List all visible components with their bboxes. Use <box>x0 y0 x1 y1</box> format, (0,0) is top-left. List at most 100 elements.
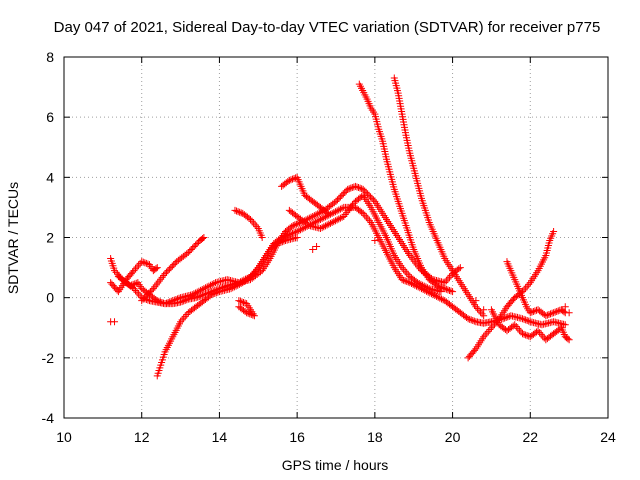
data-point <box>234 208 242 216</box>
data-point <box>404 271 412 279</box>
data-point <box>293 234 301 241</box>
data-point <box>561 303 569 311</box>
data-point <box>232 282 240 290</box>
data-point <box>444 275 452 283</box>
data-point <box>364 215 372 223</box>
data-point <box>305 214 313 222</box>
data-point <box>167 264 175 272</box>
data-point <box>449 288 457 296</box>
data-point <box>177 318 185 326</box>
data-point <box>467 316 475 324</box>
data-point <box>523 317 531 325</box>
data-point <box>523 282 531 290</box>
data-point <box>359 185 367 193</box>
data-point <box>427 290 435 298</box>
data-point <box>161 270 169 278</box>
data-point <box>432 292 440 300</box>
data-point <box>141 294 149 302</box>
y-tick-label: 2 <box>46 230 54 246</box>
data-point <box>463 314 471 322</box>
x-tick-label: 20 <box>445 429 461 445</box>
data-point <box>205 282 213 290</box>
data-point <box>351 182 359 190</box>
data-point <box>323 221 331 229</box>
data-point <box>419 281 427 289</box>
data-point <box>200 285 208 293</box>
data-point <box>162 268 170 276</box>
data-point <box>331 217 339 225</box>
data-point <box>424 284 432 292</box>
data-point <box>403 269 411 277</box>
data-point <box>484 327 492 335</box>
data-point <box>433 282 441 290</box>
data-point <box>415 279 423 287</box>
data-point <box>437 295 445 303</box>
data-point <box>294 220 302 228</box>
data-point <box>249 271 257 279</box>
data-point <box>133 263 141 271</box>
data-point <box>318 215 326 223</box>
data-point <box>188 291 196 299</box>
data-point <box>361 187 369 195</box>
data-point <box>214 288 222 296</box>
data-point <box>533 306 541 314</box>
data-point <box>560 308 568 316</box>
data-point <box>192 294 200 302</box>
data-point <box>130 285 138 293</box>
data-point <box>434 293 442 301</box>
data-point <box>280 237 288 245</box>
y-tick-label: -4 <box>42 410 55 426</box>
data-point <box>172 295 180 303</box>
data-point <box>236 208 244 216</box>
data-point <box>326 219 334 227</box>
data-point <box>478 310 486 318</box>
x-tick-label: 14 <box>212 429 228 445</box>
data-point <box>161 300 169 308</box>
data-point <box>539 332 547 340</box>
data-point <box>529 308 537 316</box>
data-point <box>142 292 150 300</box>
data-point <box>315 209 323 217</box>
data-point <box>144 291 152 299</box>
data-point <box>401 267 409 275</box>
data-point <box>187 246 195 254</box>
x-tick-label: 22 <box>522 429 538 445</box>
data-point <box>253 223 261 231</box>
data-point <box>138 297 146 305</box>
data-point <box>303 220 311 228</box>
data-point <box>209 290 217 298</box>
data-point <box>328 218 336 226</box>
data-point <box>438 283 446 291</box>
data-point <box>347 184 355 192</box>
x-tick-label: 12 <box>134 429 150 445</box>
data-point <box>333 196 341 204</box>
data-point <box>330 218 338 226</box>
data-point <box>512 323 520 331</box>
data-point <box>284 178 292 186</box>
data-point <box>193 288 201 296</box>
data-point <box>313 217 321 225</box>
data-point <box>564 335 572 343</box>
data-point <box>245 214 253 222</box>
data-point <box>170 261 178 269</box>
data-point <box>565 309 573 317</box>
data-point <box>146 288 154 296</box>
data-point <box>241 299 249 307</box>
data-point <box>309 212 317 220</box>
data-point <box>241 308 249 316</box>
data-point <box>230 283 238 291</box>
data-point <box>189 244 197 252</box>
data-point <box>362 213 370 221</box>
data-point <box>250 219 258 227</box>
data-point <box>545 311 553 319</box>
data-point <box>543 311 551 319</box>
data-point <box>227 285 235 293</box>
data-point <box>520 330 528 338</box>
data-point <box>441 285 449 293</box>
x-tick-label: 24 <box>600 429 616 445</box>
data-point <box>240 298 248 306</box>
data-point <box>401 277 409 285</box>
data-point <box>341 188 349 196</box>
data-point <box>181 312 189 320</box>
data-point <box>472 303 480 311</box>
